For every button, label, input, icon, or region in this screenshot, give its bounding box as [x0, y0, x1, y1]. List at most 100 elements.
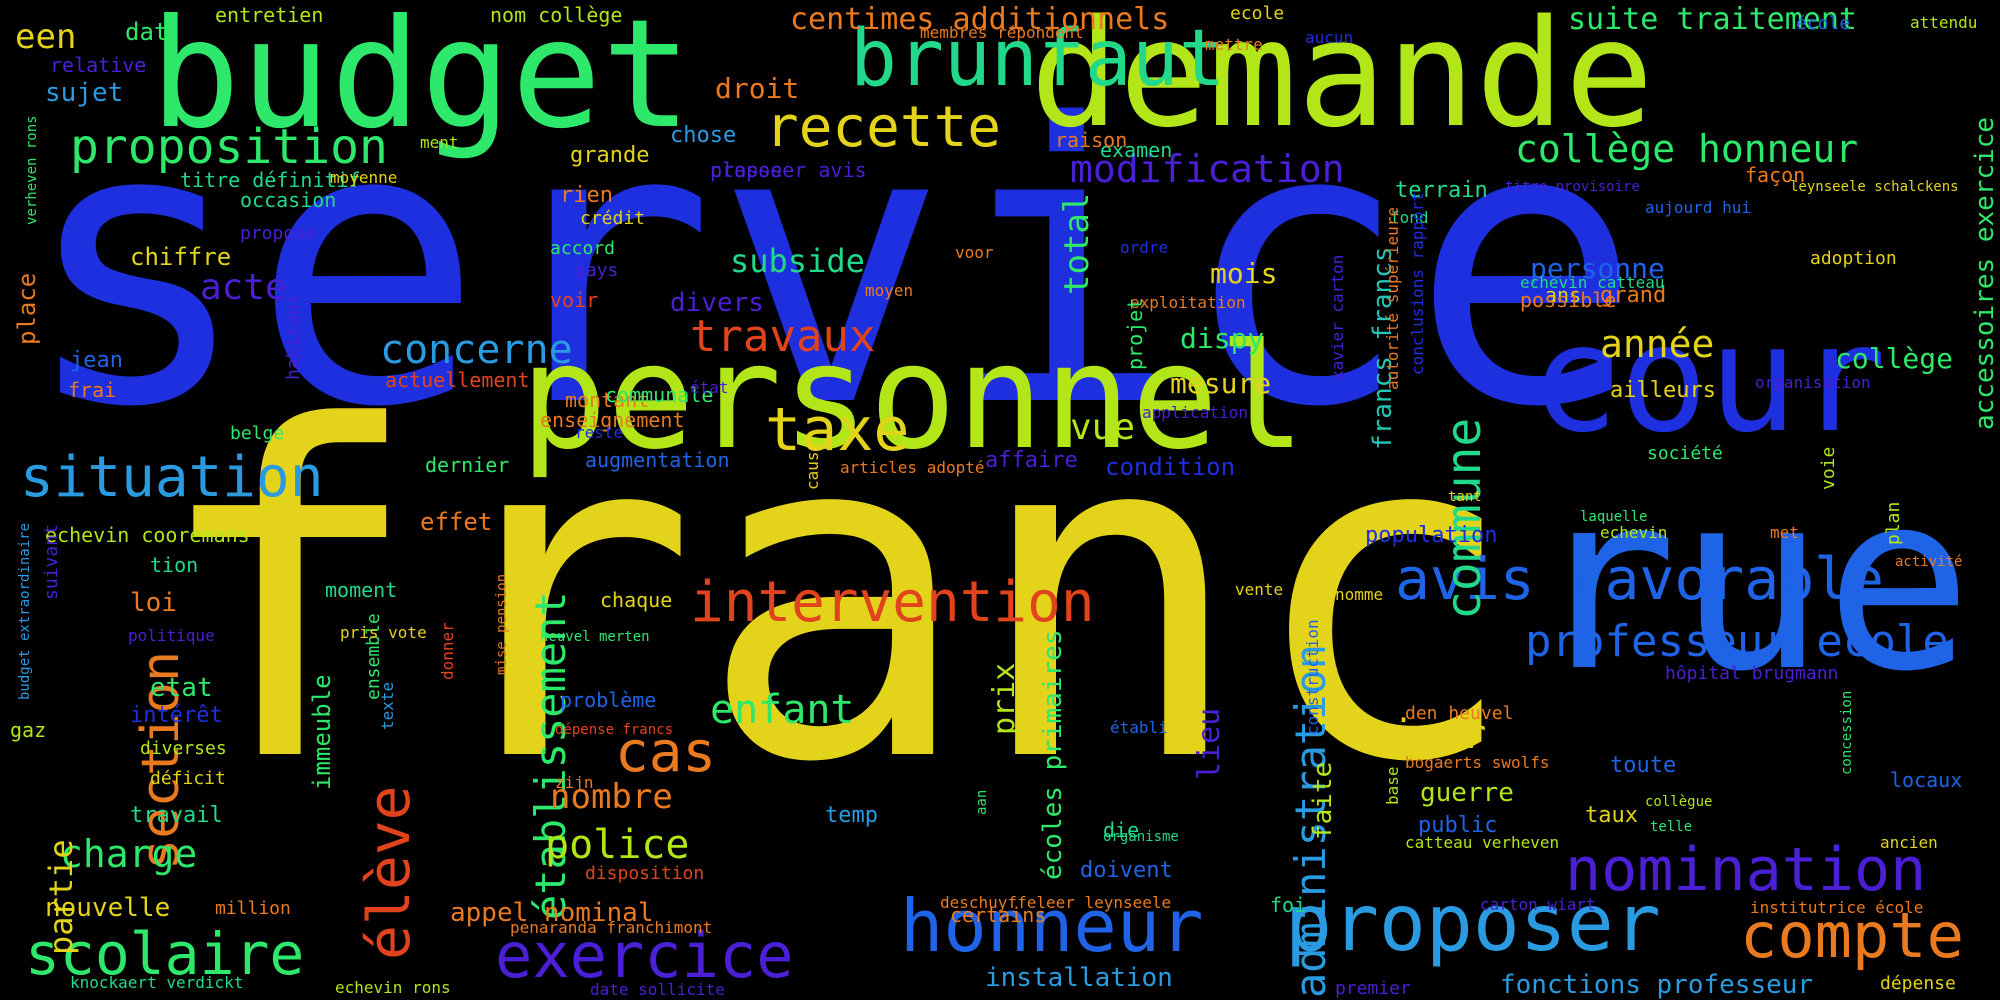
word-voie: voie: [1818, 446, 1839, 490]
word-total: total: [1057, 192, 1097, 295]
word-entretien: entretien: [215, 3, 324, 27]
word-een: een: [15, 17, 77, 57]
word-ans: ans: [1545, 283, 1582, 307]
word-année: année: [1600, 322, 1715, 366]
word-projet: projet: [1123, 297, 1147, 370]
word-collègue: collègue: [1645, 794, 1713, 810]
word-diverses: diverses: [140, 738, 227, 759]
word-intervention: intervention: [690, 570, 1095, 635]
word-montant: montant: [565, 388, 650, 412]
word-nomme: nomme: [1335, 585, 1384, 604]
word-moyen: moyen: [865, 281, 914, 300]
word-effet: effet: [420, 508, 493, 536]
word-aucun: aucun: [1305, 28, 1354, 47]
word-droit: droit: [715, 72, 800, 105]
word-sujet: sujet: [45, 78, 124, 108]
word-die: die: [1103, 818, 1140, 842]
word-conclusions-rapport: conclusions rapport: [1408, 191, 1427, 375]
word-personnel: personnel: [520, 313, 1306, 482]
word-demande: demande: [1030, 0, 1654, 160]
word-echevin-rons: echevin rons: [335, 978, 451, 997]
word-ecole: ecole: [1230, 3, 1285, 24]
word-heuvel-merten: heuvel merten: [540, 629, 650, 645]
word-titre-provisoire: titre provisoire: [1505, 179, 1640, 195]
word-recette: recette: [765, 95, 1002, 160]
word-taux: taux: [1585, 803, 1638, 828]
word-enseignement: enseignement: [540, 408, 685, 432]
word-chose: chose: [670, 123, 737, 148]
word-enfant: enfant: [710, 687, 855, 733]
word-budget: budget: [150, 0, 692, 162]
word-organisme: organisme: [1103, 829, 1179, 845]
word-base: base: [1383, 766, 1402, 805]
word-pays: pays: [575, 260, 619, 281]
word-relative: relative: [50, 53, 147, 77]
word-budget-extraordinaire: budget extraordinaire: [17, 522, 33, 700]
word-plan: plan: [1883, 501, 1904, 545]
word-examen: examen: [1100, 138, 1173, 162]
word-frai: frai: [68, 378, 117, 402]
word-établi: établi: [1110, 718, 1168, 737]
word-tion: tion: [150, 553, 199, 577]
word-dépense: dépense: [1880, 973, 1956, 994]
word-lieu: lieu: [1192, 707, 1227, 780]
word-collège: collège: [1835, 342, 1954, 375]
word-police: police: [545, 822, 690, 868]
word-acte: acte: [200, 267, 287, 308]
word-premier: premier: [1335, 978, 1411, 999]
word-concession: concession: [1839, 690, 1855, 775]
word-tant: tant: [1448, 489, 1482, 505]
word-honneur: honneur: [900, 884, 1204, 968]
word-echevin-catteau: echevin catteau: [1520, 273, 1665, 292]
word-mois: mois: [1210, 257, 1278, 290]
word-moyenne: moyenne: [330, 168, 398, 187]
word-ailleurs: ailleurs: [1610, 378, 1716, 403]
word-verheven-rons: verheven rons: [24, 115, 40, 225]
word-laquelle: laquelle: [1580, 509, 1648, 525]
word-jour: jour: [1390, 712, 1487, 758]
word-met: met: [1770, 523, 1799, 542]
word-echevin: echevin: [1600, 523, 1668, 542]
word-articles-adopté: articles adopté: [840, 458, 985, 477]
word-écoles-primaires: écoles primaires: [1038, 629, 1068, 880]
word-élève: élève: [355, 785, 423, 960]
word-bogaerts-swolfs: bogaerts swolfs: [1405, 753, 1550, 772]
word-echevin-cooremans: echevin cooremans: [45, 523, 250, 547]
word-moment: moment: [325, 578, 398, 602]
word-date-sollicite: date sollicite: [590, 980, 725, 999]
word-dispy: dispy: [1180, 322, 1265, 355]
word-zijn: zijn: [555, 773, 594, 792]
word-concerne: concerne: [380, 327, 573, 373]
word-mesure: mesure: [1170, 367, 1272, 400]
word-politique: politique: [128, 626, 215, 645]
word-leynseele-schalckens: leynseele schalckens: [1790, 179, 1959, 195]
word-carton-wiart: carton wiart: [1480, 895, 1596, 914]
word-vue: vue: [1070, 407, 1136, 448]
word-aujourd-hui: aujourd hui: [1645, 198, 1751, 217]
word-service: service: [20, 43, 1643, 491]
word-installation: installation: [985, 963, 1173, 993]
word-mise-pension: mise pension: [494, 573, 510, 675]
word-titre-définitif: titre définitif: [180, 168, 361, 192]
word-actuellement: actuellement: [385, 368, 530, 392]
word-travaux: travaux: [690, 311, 876, 362]
word-déficit: déficit: [150, 768, 226, 789]
word-public: public: [1418, 813, 1498, 838]
word-franc: franc: [150, 333, 1520, 862]
word-commune: commune: [1436, 417, 1492, 620]
word-locaux: locaux: [1890, 768, 1963, 792]
word-telle: telle: [1650, 819, 1693, 835]
word-subside: subside: [730, 242, 865, 280]
word-crédit: crédit: [580, 208, 646, 229]
word-knockaert-verdickt: knockaert verdickt: [70, 973, 244, 992]
word-problème: problème: [560, 688, 657, 712]
word-chaque: chaque: [600, 588, 673, 612]
word-cour: cour: [1530, 293, 1887, 465]
word-mettre: mettre: [1205, 35, 1263, 54]
word-doivent: doivent: [1080, 858, 1173, 883]
word-suite-traitement: suite traitement: [1568, 2, 1857, 37]
word-grand: grand: [1600, 283, 1667, 308]
word-million: million: [215, 898, 291, 919]
word-guerre: guerre: [1420, 778, 1514, 808]
word-rien: rien: [560, 183, 613, 208]
